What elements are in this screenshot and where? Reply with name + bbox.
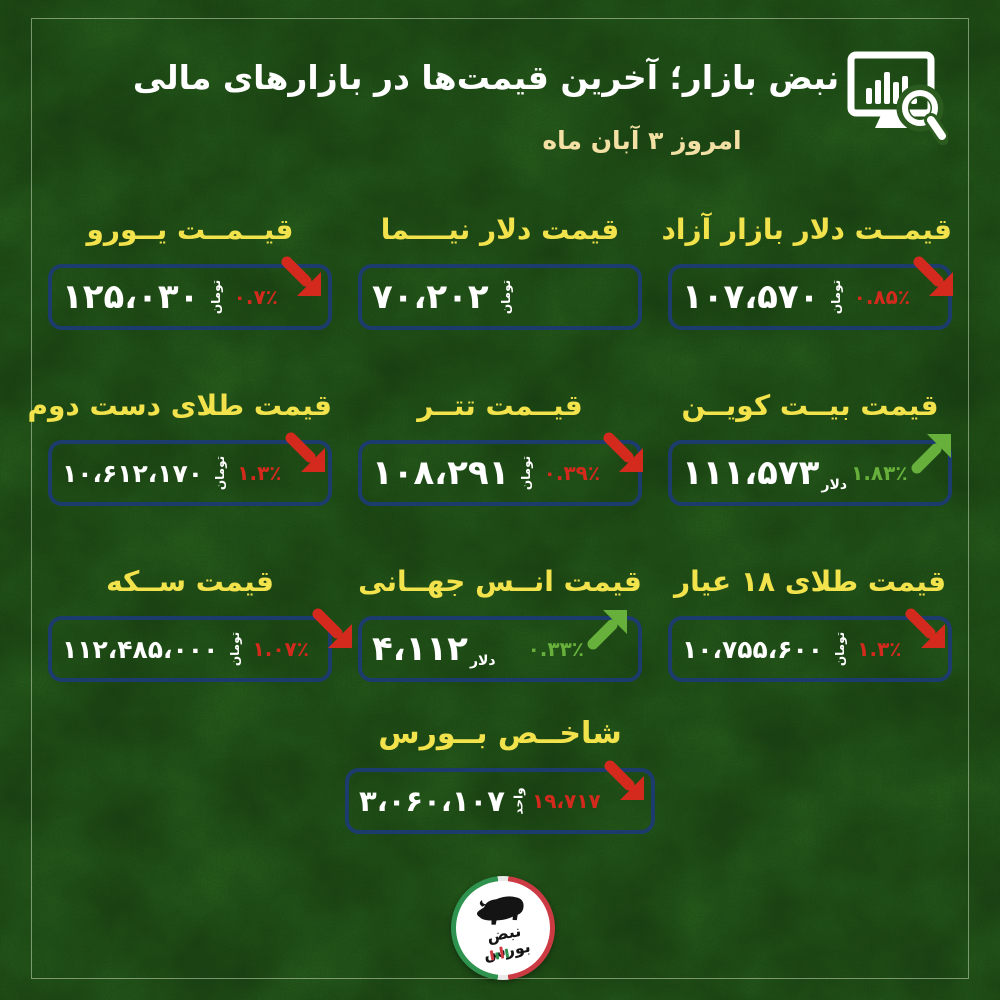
change-percent: ۱.۳٪ (237, 461, 282, 485)
price-unit-label: دلار (469, 653, 496, 669)
change-percent: ۰.۳۹٪ (543, 461, 601, 485)
card-title: قیمت طلای دست دوم (27, 389, 332, 422)
up-arrow-icon (586, 607, 630, 651)
card-title: شاخــص بــورس (378, 716, 622, 751)
change-percent: ۱.۰۷٪ (252, 637, 309, 661)
card-bitcoin: قیمت بیــت کویــن ۱۱۱،۵۷۳ دلار ۱.۸۳٪ (668, 388, 952, 506)
card-title: قیــمــت یــورو (86, 213, 294, 246)
price-value: ۱۰،۶۱۲،۱۷۰ (62, 458, 204, 488)
price-unit: تومان (509, 444, 543, 502)
change-value: ۱۹،۷۱۷ (532, 789, 601, 813)
card-title: قیمت طلای ۱۸ عیار (673, 565, 947, 598)
price-value: ۱۲۵،۰۳۰ (62, 277, 200, 317)
card-bourse-index: شاخــص بــورس ۳،۰۶۰،۱۰۷ واحد ۱۹،۷۱۷ (345, 716, 655, 834)
card-global-ounce: قیمت انــس جهــانی ۴،۱۱۲ دلار ۰.۳۳٪ (358, 564, 642, 682)
price-unit-label: تومان (833, 631, 848, 667)
price-unit: تومان (489, 268, 523, 326)
change-percent: ۱.۸۳٪ (851, 461, 908, 485)
change-percent: ۰.۸۵٪ (853, 285, 911, 309)
price-value: ۷۰،۲۰۲ (372, 277, 490, 317)
down-arrow-icon (904, 607, 948, 651)
change-percent: ۱.۳٪ (857, 637, 902, 661)
price-unit: تومان (218, 620, 252, 678)
price-value: ۱۱۱،۵۷۳ (682, 453, 820, 493)
card-title: قیــمت تتــر (417, 389, 583, 422)
card-title: قیمت انــس جهــانی (358, 565, 642, 598)
price-box: ۱۰۷،۵۷۰ تومان ۰.۸۵٪ (668, 256, 954, 330)
card-tether: قیــمت تتــر ۱۰۸،۲۹۱ تومان ۰.۳۹٪ (358, 388, 644, 506)
page-subtitle: امروز ۳ آبان ماه (542, 126, 742, 155)
price-box: ۷۰،۲۰۲ تومان (358, 264, 642, 330)
down-arrow-icon (603, 759, 647, 803)
card-secondhand-gold: قیمت طلای دست دوم ۱۰،۶۱۲،۱۷۰ تومان ۱.۳٪ (27, 388, 332, 506)
price-value: ۳،۰۶۰،۱۰۷ (359, 783, 506, 818)
card-usd-free-market: قیمــت دلار بازار آزاد ۱۰۷،۵۷۰ تومان ۰.۸… (661, 212, 954, 330)
price-unit-label: تومان (498, 279, 513, 315)
price-unit: تومان (819, 268, 853, 326)
price-value: ۱۰،۷۵۵،۶۰۰ (682, 634, 824, 664)
price-box: ۱۰،۷۵۵،۶۰۰ تومان ۱.۳٪ (668, 608, 952, 682)
price-unit-label: دلار (821, 477, 848, 493)
price-box: ۱۱۲،۴۸۵،۰۰۰ تومان ۱.۰۷٪ (48, 608, 352, 682)
down-arrow-icon (284, 431, 328, 475)
price-box: ۱۰،۶۱۲،۱۷۰ تومان ۱.۳٪ (48, 432, 332, 506)
price-box: ۳،۰۶۰،۱۰۷ واحد ۱۹،۷۱۷ (345, 760, 655, 834)
page-title: نبض بازار؛ آخرین قیمت‌ها در بازارهای مال… (132, 58, 840, 97)
price-value: ۱۰۷،۵۷۰ (682, 277, 820, 317)
price-box: ۱۲۵،۰۳۰ تومان ۰.۷٪ (48, 256, 332, 330)
price-unit-label: تومان (209, 279, 224, 315)
down-arrow-icon (311, 607, 355, 651)
monitor-bar-chart-magnifier-icon (846, 48, 950, 146)
price-unit-label: تومان (519, 455, 534, 491)
card-coin: قیمت ســکه ۱۱۲،۴۸۵،۰۰۰ تومان ۱.۰۷٪ (48, 564, 352, 682)
change-percent: ۰.۷٪ (233, 285, 278, 309)
card-title: قیمــت دلار بازار آزاد (661, 213, 952, 246)
price-box: ۱۰۸،۲۹۱ تومان ۰.۳۹٪ (358, 432, 644, 506)
price-value: ۱۱۲،۴۸۵،۰۰۰ (62, 634, 219, 664)
logo-nabz-bourse: نبض بورس (448, 873, 558, 983)
card-gold-18k: قیمت طلای ۱۸ عیار ۱۰،۷۵۵،۶۰۰ تومان ۱.۳٪ (668, 564, 952, 682)
price-unit: تومان (199, 268, 233, 326)
price-value: ۱۰۸،۲۹۱ (372, 453, 510, 493)
price-unit: واحد (505, 772, 532, 830)
price-unit-label: تومان (213, 455, 228, 491)
card-title: قیمت بیــت کویــن (681, 389, 939, 422)
price-unit: تومان (203, 444, 237, 502)
up-arrow-icon (910, 431, 954, 475)
price-box: ۴،۱۱۲ دلار ۰.۳۳٪ (358, 610, 642, 682)
price-unit-label: تومان (228, 631, 243, 667)
change-percent: ۰.۳۳٪ (527, 637, 584, 661)
down-arrow-icon (912, 255, 956, 299)
card-title: قیمت ســکه (106, 565, 274, 598)
price-value: ۴،۱۱۲ (372, 629, 469, 669)
down-arrow-icon (280, 255, 324, 299)
down-arrow-icon (602, 431, 646, 475)
price-box: ۱۱۱،۵۷۳ دلار ۱.۸۳٪ (668, 434, 952, 506)
card-euro: قیــمــت یــورو ۱۲۵،۰۳۰ تومان ۰.۷٪ (48, 212, 332, 330)
price-unit-label: واحد (511, 787, 526, 815)
price-unit: تومان (823, 620, 857, 678)
price-unit-label: تومان (829, 279, 844, 315)
card-title: قیمت دلار نیــــما (380, 213, 620, 246)
price-cards-grid: قیمــت دلار بازار آزاد ۱۰۷،۵۷۰ تومان ۰.۸… (27, 212, 954, 682)
card-usd-nima: قیمت دلار نیــــما ۷۰،۲۰۲ تومان (358, 212, 642, 330)
logo-circle: نبض بورس (448, 873, 558, 983)
